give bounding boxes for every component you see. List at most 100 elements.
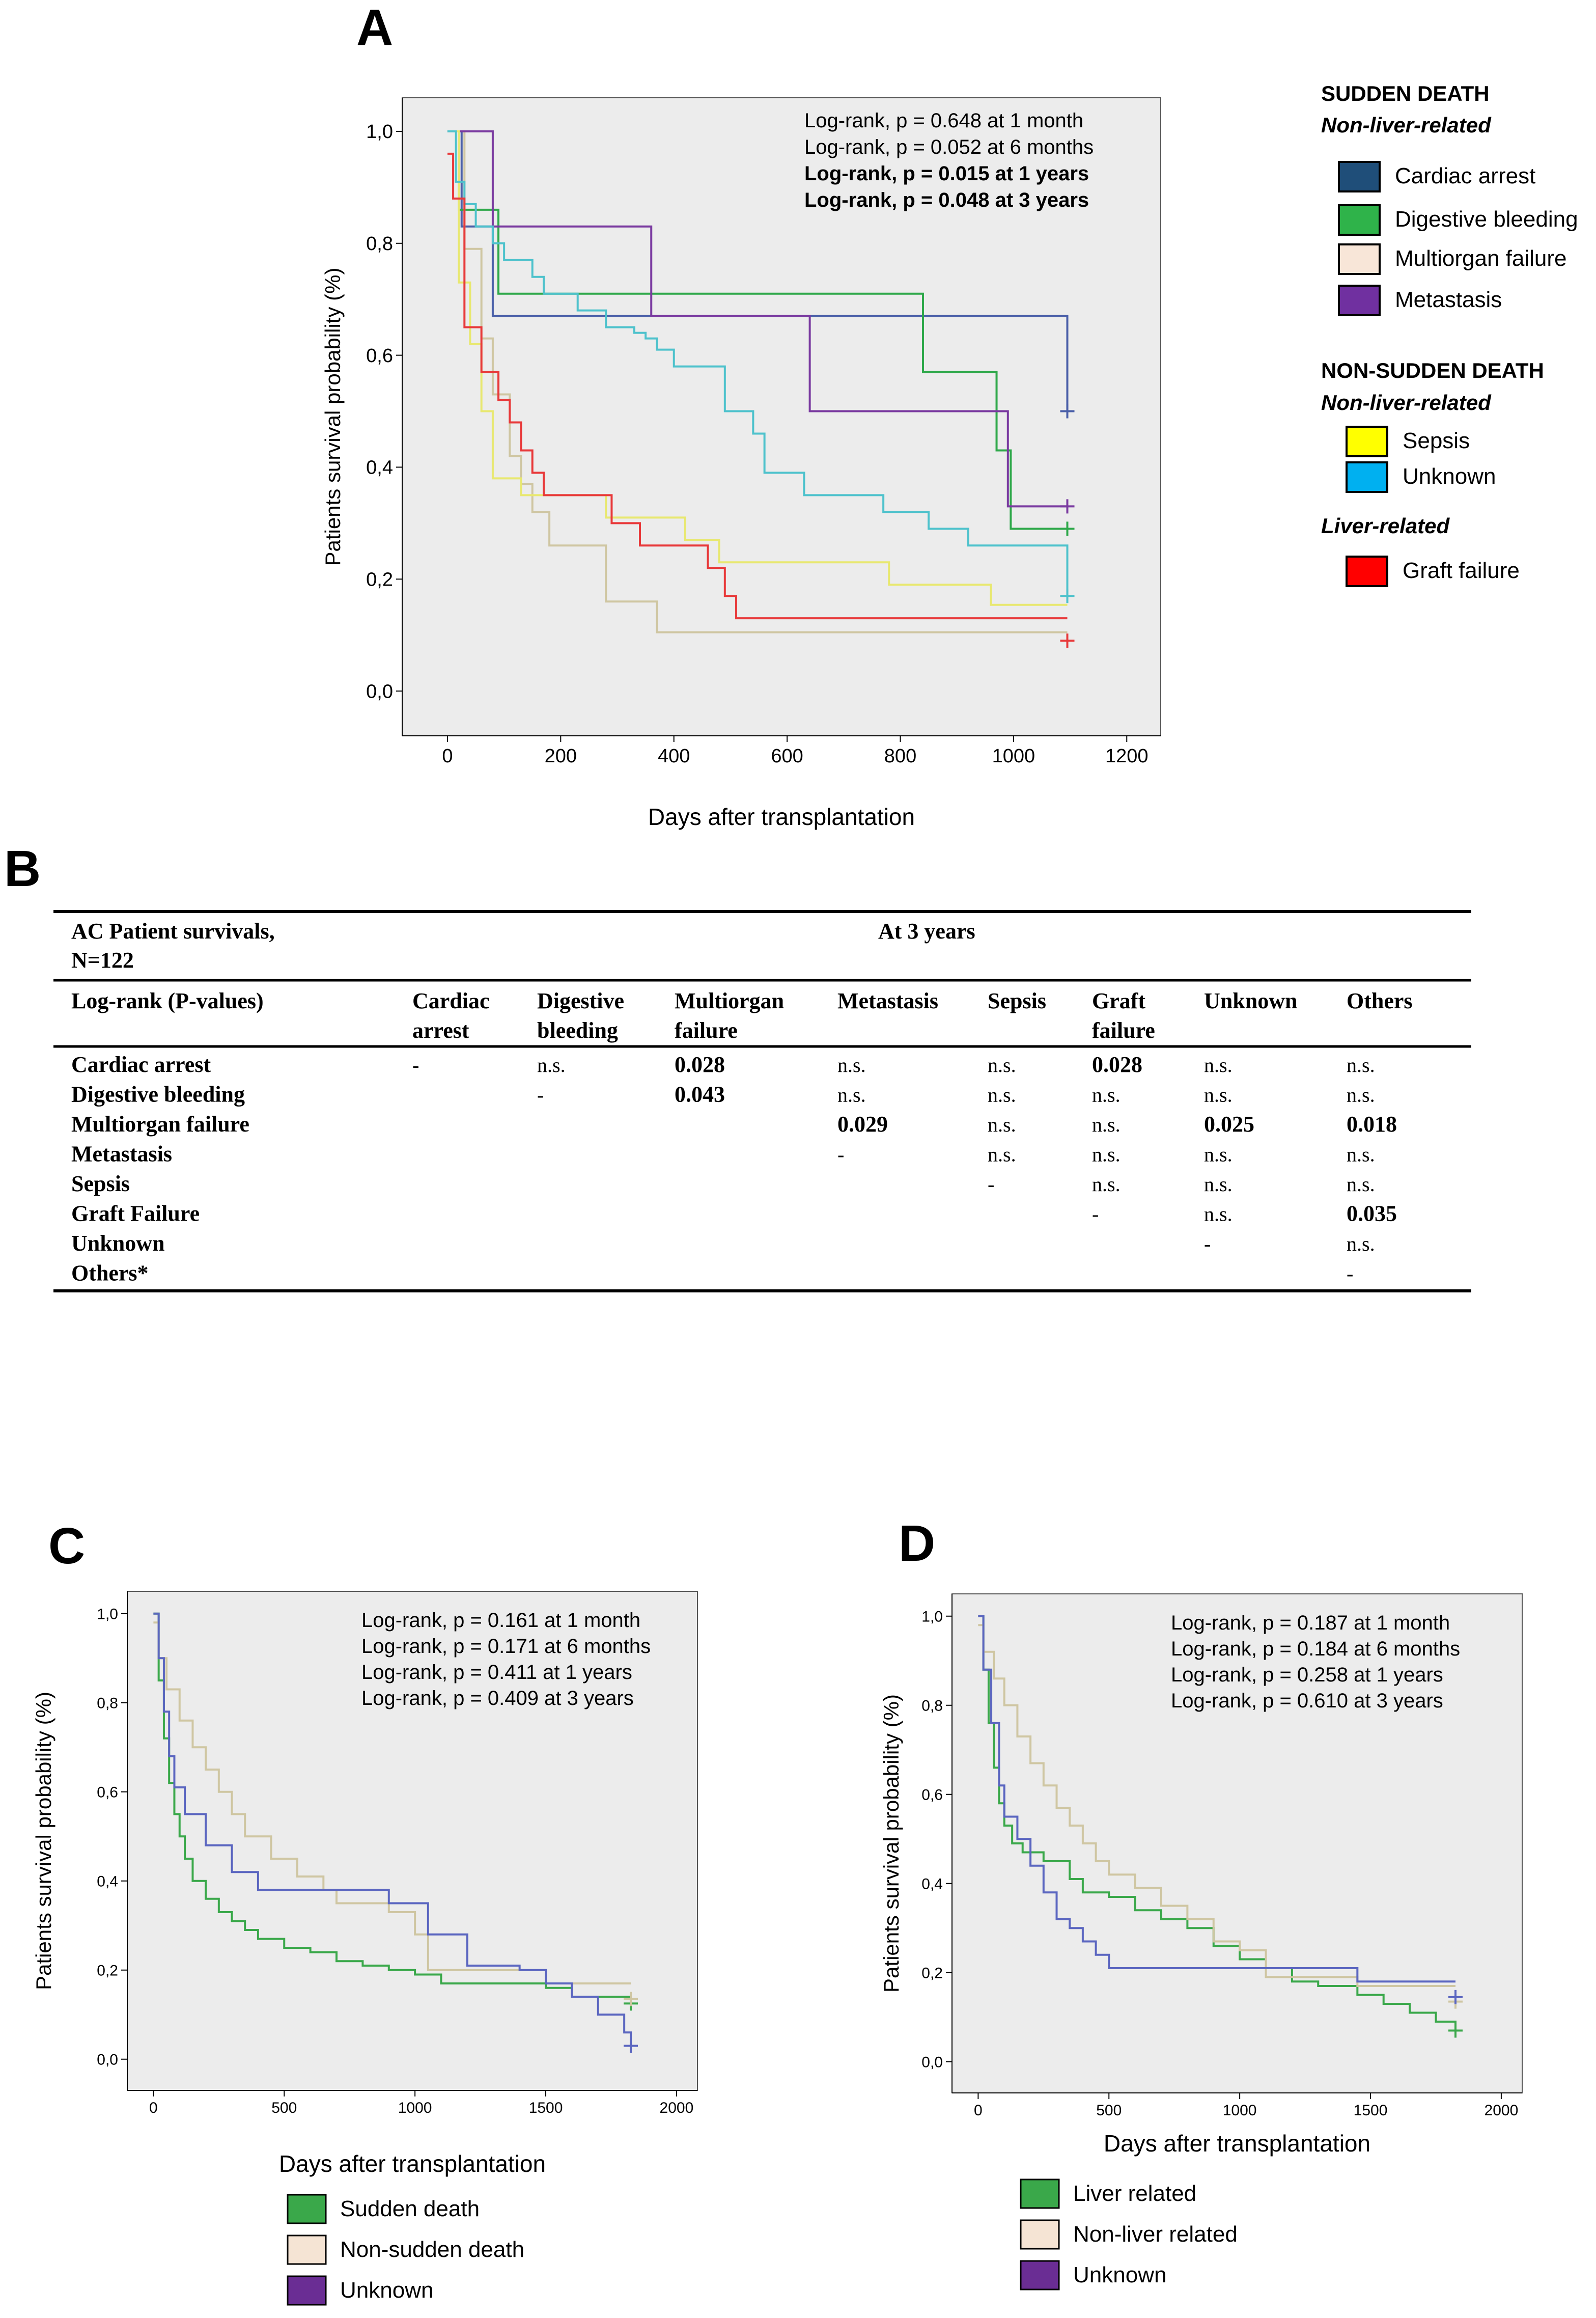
legend-subheading: Non-liver-related bbox=[1321, 391, 1492, 415]
legend-a-swatch bbox=[1338, 243, 1381, 275]
survival-line-non-sudden-death bbox=[153, 1621, 631, 1984]
table-column-header: failure bbox=[1092, 1018, 1155, 1043]
table-column-header: Multiorgan bbox=[675, 988, 784, 1013]
y-tick-label: 0,8 bbox=[97, 1695, 118, 1712]
table-column-header: arrest bbox=[412, 1018, 469, 1043]
log-rank-annotation: Log-rank, p = 0.171 at 6 months bbox=[361, 1635, 651, 1658]
survival-line-sudden-death bbox=[153, 1612, 631, 1998]
table-row-label: Multiorgan failure bbox=[71, 1112, 249, 1137]
legend-subheading: Liver-related bbox=[1321, 514, 1450, 538]
table-cell: n.s. bbox=[837, 1054, 866, 1077]
table-column-header: Cardiac bbox=[412, 988, 490, 1013]
log-rank-annotation: Log-rank, p = 0.411 at 1 years bbox=[361, 1661, 632, 1684]
x-tick-label: 600 bbox=[771, 746, 803, 767]
table-cell: n.s. bbox=[1092, 1113, 1121, 1136]
y-tick-label: 1,0 bbox=[366, 121, 393, 143]
log-rank-annotation: Log-rank, p = 0.409 at 3 years bbox=[361, 1687, 634, 1709]
x-tick-label: 1000 bbox=[1223, 2102, 1257, 2119]
table-cell: - bbox=[837, 1143, 844, 1166]
plot-area bbox=[951, 1593, 1523, 2093]
table-cell: 0.043 bbox=[675, 1082, 725, 1107]
table-row-label: Others* bbox=[71, 1261, 149, 1286]
legend-a-label: Graft failure bbox=[1403, 558, 1520, 583]
table-span-header: At 3 years bbox=[878, 919, 975, 944]
table-cell: n.s. bbox=[1347, 1173, 1375, 1196]
survival-line-liver-related bbox=[978, 1615, 1457, 2031]
log-rank-annotation: Log-rank, p = 0.184 at 6 months bbox=[1171, 1638, 1460, 1660]
table-column-header: Sepsis bbox=[988, 988, 1046, 1013]
table-cell: 0.029 bbox=[837, 1112, 888, 1137]
legend-a-swatch bbox=[1346, 461, 1388, 493]
log-rank-annotation: Log-rank, p = 0.610 at 3 years bbox=[1171, 1690, 1443, 1712]
x-tick-label: 200 bbox=[545, 746, 577, 767]
legend-swatch bbox=[287, 2194, 327, 2224]
legend-a-label: Digestive bleeding bbox=[1395, 207, 1578, 232]
y-tick-label: 1,0 bbox=[921, 1608, 943, 1625]
table-cell: n.s. bbox=[988, 1054, 1016, 1077]
table-cell: - bbox=[1347, 1262, 1353, 1285]
y-tick-label: 0,6 bbox=[97, 1784, 118, 1801]
legend-swatch bbox=[1020, 2260, 1060, 2291]
table-cell: n.s. bbox=[988, 1143, 1016, 1166]
log-rank-annotation: Log-rank, p = 0.258 at 1 years bbox=[1171, 1664, 1443, 1686]
legend-heading: SUDDEN DEATH bbox=[1321, 81, 1490, 105]
censor-mark bbox=[1448, 1990, 1463, 2004]
legend-a-swatch bbox=[1346, 556, 1388, 587]
panel-letter-a: A bbox=[356, 0, 393, 56]
log-rank-annotation: Log-rank, p = 0.048 at 3 years bbox=[804, 189, 1089, 211]
legend-label: Non-liver related bbox=[1073, 2222, 1238, 2247]
censor-mark bbox=[623, 1992, 638, 2006]
table-title: AC Patient survivals, bbox=[71, 919, 275, 944]
x-tick-label: 0 bbox=[974, 2102, 983, 2119]
x-tick-label: 500 bbox=[271, 2100, 297, 2116]
x-tick-label: 1000 bbox=[398, 2100, 432, 2116]
table-cell: n.s. bbox=[1092, 1173, 1121, 1196]
y-tick-label: 0,8 bbox=[366, 233, 393, 255]
table-row-label: Graft Failure bbox=[71, 1201, 200, 1226]
legend-label: Non-sudden death bbox=[340, 2237, 524, 2262]
y-tick-label: 1,0 bbox=[97, 1606, 118, 1622]
table-cell: n.s. bbox=[537, 1054, 566, 1077]
y-tick-label: 0,4 bbox=[921, 1875, 943, 1892]
x-tick-label: 400 bbox=[658, 746, 690, 767]
y-tick-label: 0,2 bbox=[366, 569, 393, 591]
legend-label: Sudden death bbox=[340, 2196, 480, 2221]
chart-c: 0,0 0,2 0,4 0,6 0,8 1,0 0 500 1000 1500 2000 Days a… bbox=[32, 1591, 698, 2306]
legend-a-label: Cardiac arrest bbox=[1395, 163, 1535, 188]
table-cell: n.s. bbox=[1092, 1084, 1121, 1107]
legend-a: SUDDEN DEATH Non-liver-related Cardiac arr… bbox=[1321, 81, 1578, 587]
table-cell: n.s. bbox=[988, 1113, 1016, 1136]
legend-a-label: Sepsis bbox=[1403, 428, 1470, 453]
y-tick-label: 0,6 bbox=[366, 345, 393, 367]
y-tick-label: 0,2 bbox=[921, 1965, 943, 1981]
survival-line-non-liver-related bbox=[978, 1624, 1455, 1987]
table-cell: n.s. bbox=[1347, 1084, 1375, 1107]
table-cell: - bbox=[1204, 1232, 1211, 1255]
table-cell: n.s. bbox=[1204, 1143, 1233, 1166]
table-cell: n.s. bbox=[1347, 1143, 1375, 1166]
legend-a-label: Unknown bbox=[1403, 464, 1496, 489]
x-axis-label: Days after transplantation bbox=[279, 2150, 546, 2177]
table-cell: n.s. bbox=[1347, 1232, 1375, 1255]
x-axis-label: Days after transplantation bbox=[1104, 2130, 1370, 2157]
y-tick-label: 0,0 bbox=[366, 681, 393, 702]
legend-a-label: Metastasis bbox=[1395, 287, 1502, 312]
table-cell: 0.028 bbox=[1092, 1052, 1142, 1077]
survival-line-unknown bbox=[153, 1612, 632, 2046]
censor-mark bbox=[1060, 589, 1075, 603]
legend-swatch bbox=[1020, 2178, 1060, 2209]
table-cell: n.s. bbox=[1347, 1054, 1375, 1077]
y-tick-label: 0,4 bbox=[97, 1873, 118, 1890]
x-tick-label: 1500 bbox=[529, 2100, 563, 2116]
x-tick-label: 2000 bbox=[1485, 2102, 1519, 2119]
y-tick-label: 0,6 bbox=[921, 1786, 943, 1803]
legend-heading: NON-SUDDEN DEATH bbox=[1321, 358, 1544, 382]
table-cell: - bbox=[988, 1173, 994, 1196]
table-row-label: Metastasis bbox=[71, 1142, 172, 1167]
table-cell: n.s. bbox=[837, 1084, 866, 1107]
survival-line-multiorgan-failure bbox=[447, 130, 1068, 633]
table-row-header: Log-rank (P-values) bbox=[71, 988, 264, 1013]
table-column-header: Metastasis bbox=[837, 988, 938, 1013]
table-column-header: Others bbox=[1347, 988, 1413, 1013]
censor-mark bbox=[1060, 499, 1075, 514]
